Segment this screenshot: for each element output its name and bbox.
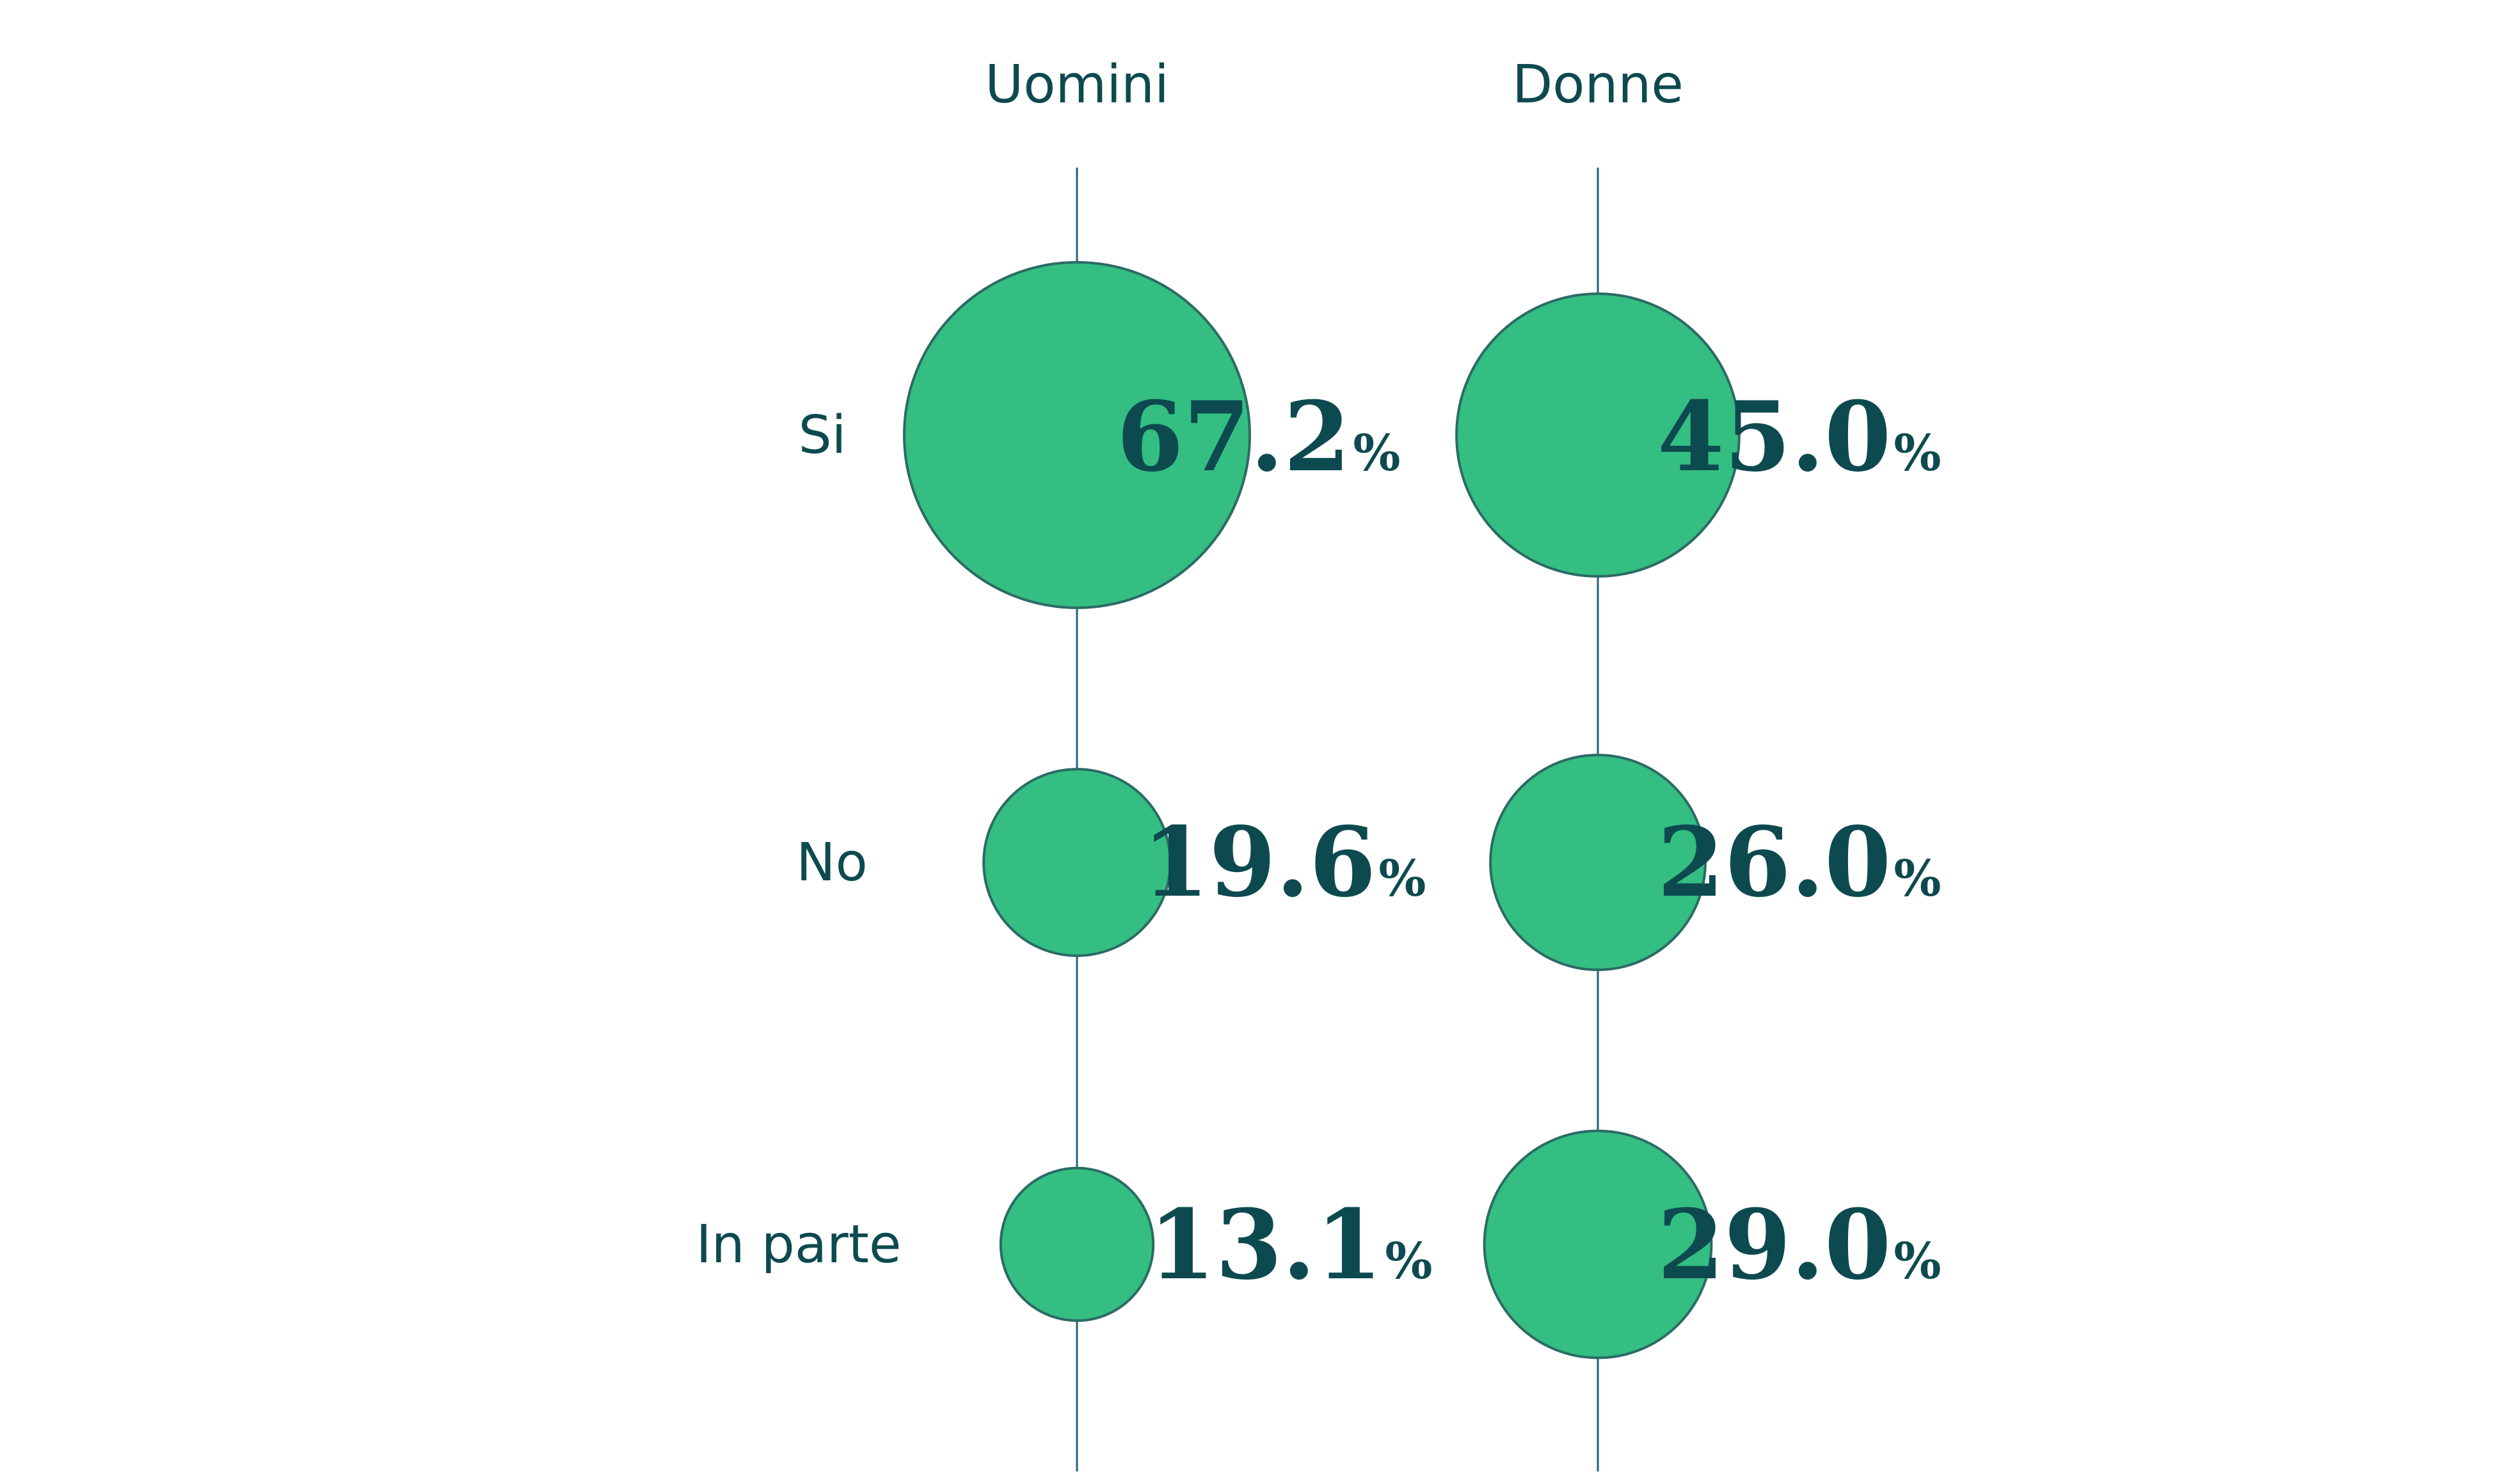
value-number: 19.6: [1142, 806, 1376, 919]
bubble-donne-in-parte: [1483, 1129, 1713, 1360]
bubble-donne-no: [1489, 754, 1707, 971]
value-unit: %: [1894, 424, 1941, 482]
value-label-donne-no: 26.0%: [1657, 806, 1941, 919]
column-label-uomini: Uomini: [985, 54, 1169, 115]
bubbles: [903, 261, 1741, 1360]
value-label-donne-in-parte: 29.0%: [1657, 1189, 1941, 1301]
value-number: 13.1: [1149, 1189, 1382, 1301]
value-unit: %: [1385, 1232, 1432, 1290]
value-number: 45.0: [1657, 381, 1891, 493]
value-label-uomini-no: 19.6%: [1142, 806, 1426, 919]
bubble-donne-si: [1455, 292, 1741, 578]
value-unit: %: [1378, 850, 1426, 908]
row-label-no: No: [796, 832, 868, 893]
row-label-si: Si: [799, 405, 847, 466]
bubble-uomini-si: [903, 261, 1251, 609]
value-label-uomini-si: 67.2%: [1117, 381, 1400, 493]
value-label-uomini-in-parte: 13.1%: [1149, 1189, 1432, 1301]
bubble-uomini-no: [982, 768, 1172, 957]
row-label-in-parte: In parte: [696, 1214, 902, 1275]
value-number: 26.0: [1657, 806, 1891, 919]
value-number: 29.0: [1657, 1189, 1891, 1301]
bubble-uomini-in-parte: [999, 1166, 1155, 1322]
value-unit: %: [1894, 1232, 1941, 1290]
value-unit: %: [1894, 850, 1941, 908]
value-label-donne-si: 45.0%: [1657, 381, 1941, 493]
column-label-donne: Donne: [1512, 54, 1684, 115]
value-unit: %: [1353, 424, 1400, 482]
value-number: 67.2: [1117, 381, 1350, 493]
